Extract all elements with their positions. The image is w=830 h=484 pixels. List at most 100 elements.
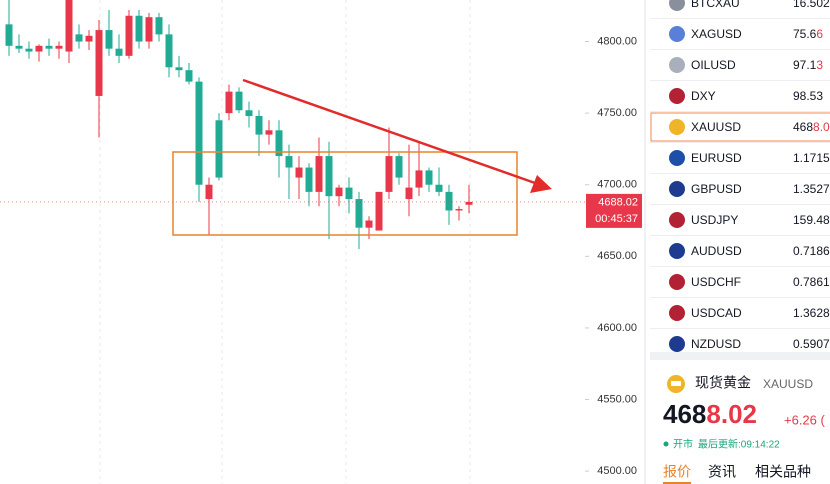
- candle-body: [315, 156, 323, 192]
- candle-body: [385, 156, 393, 192]
- row-icon[interactable]: [669, 274, 685, 290]
- row-symbol[interactable]: USDJPY: [691, 213, 738, 227]
- candle-body: [395, 156, 403, 178]
- row-price-main: 159.48: [793, 213, 830, 227]
- row-symbol[interactable]: AUDUSD: [691, 244, 742, 258]
- row-price-main: 1.1715: [793, 151, 830, 165]
- row-symbol[interactable]: USDCAD: [691, 306, 742, 320]
- quote-price-main: 468: [663, 399, 706, 429]
- row-icon[interactable]: [669, 150, 685, 166]
- candle-body: [215, 120, 223, 178]
- row-symbol[interactable]: XAUUSD: [691, 120, 741, 134]
- row-price-main: 97.1: [793, 58, 817, 72]
- row-symbol[interactable]: XAGUSD: [691, 27, 742, 41]
- row-price: 0.7861: [793, 275, 830, 289]
- row-price-main: 468: [793, 120, 813, 134]
- candle-body: [255, 115, 263, 135]
- quote-updated: 最后更新:09:14:22: [698, 438, 780, 451]
- row-icon[interactable]: [669, 336, 685, 352]
- candle-body: [75, 34, 83, 42]
- row-price-main: 16.502: [793, 0, 830, 10]
- row-price-main: 0.5907: [793, 337, 830, 351]
- candle-body: [175, 67, 183, 71]
- row-price-main: 1.3628: [793, 306, 830, 320]
- candle-body: [65, 0, 73, 52]
- tab[interactable]: 相关品种: [755, 464, 811, 480]
- row-price: 159.48: [793, 213, 830, 227]
- row-price: 16.502: [793, 0, 830, 10]
- row-icon[interactable]: [669, 26, 685, 42]
- candle-body: [45, 45, 53, 49]
- last-price-label: 4688.02: [598, 196, 638, 208]
- row-price: 97.13: [793, 58, 823, 72]
- candle-body: [455, 209, 463, 211]
- candle-body: [205, 184, 213, 200]
- row-price: 1.3628: [793, 306, 830, 320]
- row-symbol[interactable]: DXY: [691, 89, 716, 103]
- price-axis: 4800.00 4750.00 4700.00 4650.00 4600.00 4550.…: [585, 35, 642, 477]
- candle-body: [245, 110, 253, 116]
- candle-body: [55, 45, 63, 49]
- candle-body: [135, 15, 143, 42]
- candle-body: [165, 34, 173, 68]
- row-price-tail: 6: [816, 27, 823, 41]
- row-icon[interactable]: [669, 119, 685, 135]
- tab[interactable]: 报价: [663, 464, 691, 480]
- quote-price: 4688.02: [663, 399, 757, 429]
- candle-body: [415, 170, 423, 188]
- range-box: [172, 151, 518, 236]
- row-price: 1.3527: [793, 182, 830, 196]
- candle-body: [425, 170, 433, 185]
- countdown-label: 00:45:37: [595, 213, 638, 225]
- candle-body: [275, 130, 283, 157]
- row-icon[interactable]: [669, 57, 685, 73]
- candle-body: [355, 199, 363, 228]
- row-icon[interactable]: [669, 243, 685, 259]
- row-icon[interactable]: [669, 0, 685, 11]
- quote-status: 开市: [673, 438, 693, 451]
- tab[interactable]: 资讯: [708, 464, 736, 480]
- candle-body: [325, 156, 333, 197]
- candle-body: [405, 187, 413, 200]
- row-symbol[interactable]: EURUSD: [691, 151, 742, 165]
- watchlist: BTCXAU 16.502 XAGUSD 75.66 OILUSD 97.13 DXY 98.…: [650, 0, 830, 360]
- candle-body: [125, 15, 133, 56]
- row-icon[interactable]: [669, 305, 685, 321]
- candle-body: [85, 35, 93, 42]
- row-price-main: 1.3527: [793, 182, 830, 196]
- status-dot: [663, 441, 669, 447]
- candle-body: [365, 220, 373, 228]
- row-icon[interactable]: [669, 88, 685, 104]
- candle-body: [155, 17, 163, 35]
- row-symbol[interactable]: GBPUSD: [691, 182, 742, 196]
- candle-body: [105, 30, 113, 49]
- candles: [0, 0, 585, 250]
- row-symbol[interactable]: OILUSD: [691, 58, 736, 72]
- quote-panel: 现货黄金 XAUUSD 4688.02 +6.26 ( 开市 最后更新:09:1…: [663, 375, 826, 484]
- y-tick-label: 4650.00: [597, 250, 637, 262]
- row-price: 1.1715: [793, 151, 830, 165]
- y-tick-label: 4600.00: [597, 322, 637, 334]
- row-icon[interactable]: [669, 212, 685, 228]
- row-icon[interactable]: [669, 181, 685, 197]
- y-tick-label: 4700.00: [597, 179, 637, 191]
- candle-body: [285, 156, 293, 168]
- y-tick-label: 4550.00: [597, 393, 637, 405]
- row-price: 0.7186: [793, 244, 830, 258]
- candle-body: [235, 91, 243, 111]
- candle-body: [5, 24, 13, 46]
- y-tick-label: 4500.00: [597, 465, 637, 477]
- row-symbol[interactable]: NZDUSD: [691, 337, 741, 351]
- row-price-main: 0.7186: [793, 244, 830, 258]
- row-symbol[interactable]: USDCHF: [691, 275, 741, 289]
- quote-symbol: XAUUSD: [763, 377, 813, 391]
- row-symbol[interactable]: BTCXAU: [691, 0, 740, 10]
- trend-line: [242, 78, 536, 185]
- candle-body: [445, 191, 453, 211]
- quote-name: 现货黄金: [695, 375, 751, 391]
- tab-underline: [663, 482, 691, 484]
- candle-body: [185, 70, 193, 82]
- row-price: 98.53: [793, 89, 823, 103]
- quote-price-tail: 8.02: [706, 399, 757, 429]
